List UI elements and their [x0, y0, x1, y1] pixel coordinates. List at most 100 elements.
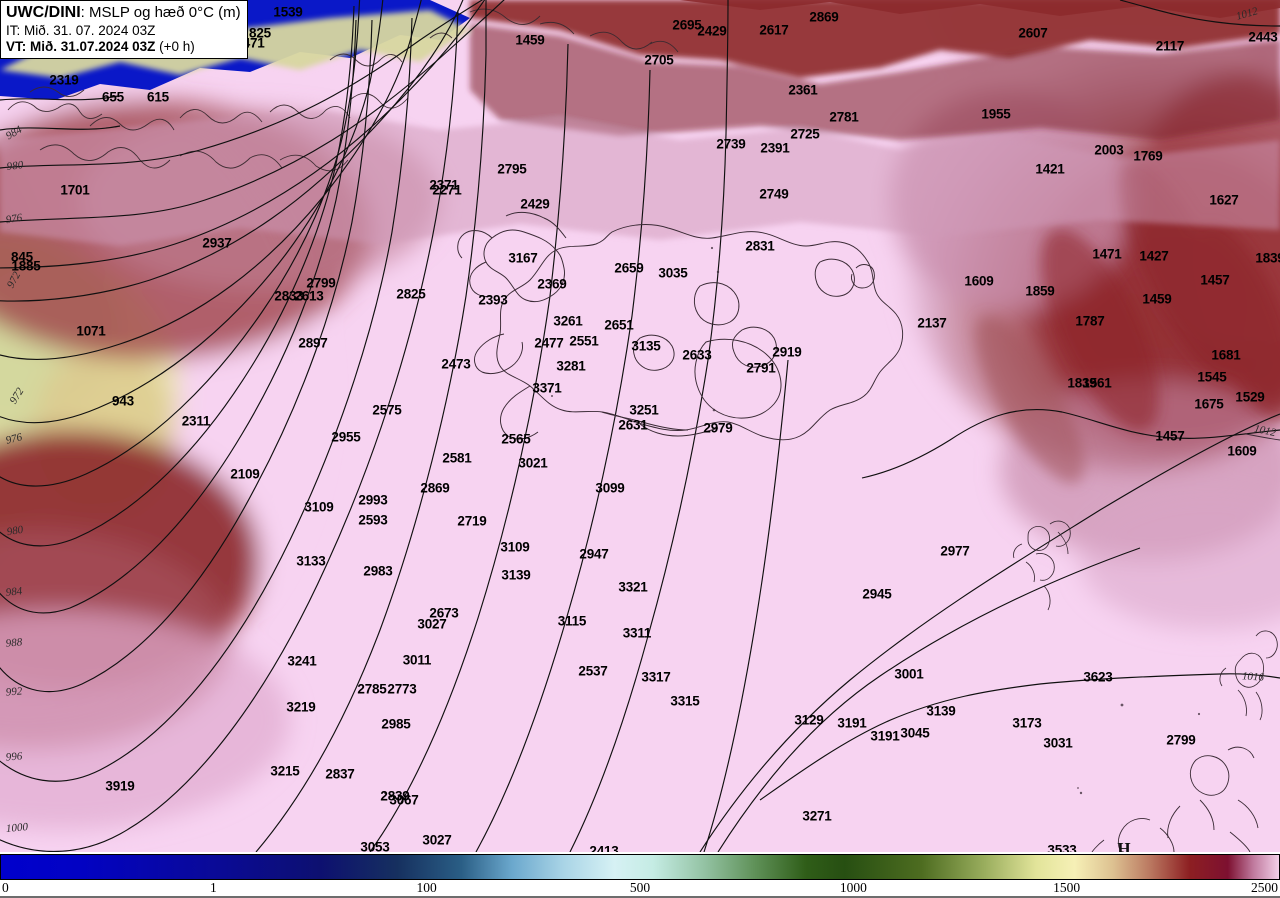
height-value-label: 3067: [389, 792, 419, 808]
height-value-label: 2575: [372, 402, 402, 418]
height-value-label: 1421: [1035, 161, 1065, 177]
product-info-box: UWC/DINI: MSLP og hæð 0°C (m) IT: Mið. 3…: [0, 0, 248, 60]
height-value-label: 3027: [417, 616, 447, 632]
height-value-label: 1681: [1211, 347, 1241, 363]
height-value-label: 2983: [363, 563, 393, 579]
height-value-label: 2311: [181, 413, 211, 429]
height-value-label: 1457: [1155, 428, 1185, 444]
init-time-line: IT: Mið. 31. 07. 2024 03Z: [6, 22, 156, 38]
isobar-pressure-label: 1016: [1241, 670, 1265, 684]
height-value-label: 2785: [357, 681, 387, 697]
colorbar-tick: 1500: [1053, 880, 1081, 895]
isobar-pressure-label: 988: [5, 636, 23, 650]
colorbar-tick: 500: [629, 880, 651, 895]
colorbar-baseline: [0, 896, 1280, 898]
height-value-label: 2833: [274, 288, 304, 304]
isobar-pressure-label: 980: [5, 523, 25, 539]
height-value-label: 3027: [422, 832, 452, 848]
height-value-label: 1545: [1197, 369, 1227, 385]
height-value-label: 3191: [870, 728, 900, 744]
height-value-label: 2791: [746, 360, 776, 376]
valid-time-offset: (+0 h): [155, 38, 195, 54]
height-value-label: 1859: [1025, 283, 1055, 299]
height-value-label: 1427: [1139, 248, 1169, 264]
height-value-label: 3109: [500, 539, 530, 555]
height-value-label: 3311: [622, 625, 652, 641]
height-value-label: 2361: [788, 82, 818, 98]
height-value-label: 2565: [501, 431, 531, 447]
height-value-label: 3031: [1043, 735, 1073, 751]
height-value-label: 2739: [716, 136, 746, 152]
height-value-label: 2781: [829, 109, 859, 125]
height-value-label: 2673: [429, 605, 459, 621]
map-canvas[interactable]: 1008101298097697297297698098498899299610…: [0, 0, 1280, 852]
height-value-label: 3623: [1083, 669, 1113, 685]
colorbar-tick-labels: 0 1 100 500 1000 1500 2500: [0, 880, 1280, 898]
height-value-label: 1609: [1227, 443, 1257, 459]
height-value-label: 825: [249, 25, 271, 41]
isobar-pressure-label: 992: [5, 685, 23, 699]
height-value-label: 3045: [900, 725, 930, 741]
height-value-label: 2897: [298, 335, 328, 351]
height-value-label: 3241: [287, 653, 317, 669]
height-value-label: 3099: [595, 480, 625, 496]
height-value-label: 2271: [432, 182, 462, 198]
height-value-label: 2393: [478, 292, 508, 308]
height-value-label: 2825: [396, 286, 426, 302]
height-value-label: 2473: [441, 356, 471, 372]
height-value-label: 1539: [273, 4, 303, 20]
isobar-pressure-label: 1000: [5, 821, 29, 835]
height-value-label: 2659: [614, 260, 644, 276]
height-value-label: 3281: [556, 358, 586, 374]
colorbar-panel: 0 1 100 500 1000 1500 2500: [0, 852, 1280, 898]
height-value-label: 1955: [981, 106, 1011, 122]
height-value-label: 2945: [862, 586, 892, 602]
height-value-label: 2581: [442, 450, 472, 466]
height-value-label: 2831: [745, 238, 775, 254]
height-value-label: 2979: [703, 420, 733, 436]
colorbar-tick: 100: [416, 880, 437, 895]
height-value-label: 2919: [772, 344, 802, 360]
height-value-label: 3315: [670, 693, 700, 709]
height-value-label: 3129: [794, 712, 824, 728]
coastlines: [457, 211, 1280, 852]
product-description: : MSLP og hæð 0°C (m): [80, 4, 241, 21]
height-value-label: 3261: [553, 313, 583, 329]
colorbar-tick: 2500: [1251, 880, 1278, 895]
height-value-label: 3219: [286, 699, 316, 715]
height-value-label: 3035: [658, 265, 688, 281]
height-value-label: 2593: [358, 512, 388, 528]
height-value-label: 2391: [760, 140, 790, 156]
height-value-label: 1885: [11, 258, 41, 274]
height-value-label: 1839: [1067, 375, 1097, 391]
colorbar-gradient: [0, 854, 1280, 880]
height-value-label: 3021: [518, 455, 548, 471]
valid-time-line: VT: Mið. 31.07.2024 03Z (+0 h): [6, 39, 241, 55]
height-value-label: 2429: [697, 23, 727, 39]
height-value-label: 2651: [604, 317, 634, 333]
height-value-label: 2443: [1248, 29, 1278, 45]
product-title-line: UWC/DINI: MSLP og hæð 0°C (m): [6, 3, 241, 23]
high-pressure-marker: H: [1117, 839, 1131, 852]
height-value-label: 1561: [1082, 375, 1112, 391]
height-value-label: 2613: [294, 288, 324, 304]
height-value-label: 2993: [358, 492, 388, 508]
height-value-label: 2795: [497, 161, 527, 177]
colorbar-tick: 1000: [839, 880, 867, 895]
height-value-label: 3191: [837, 715, 867, 731]
height-value-label: 1609: [964, 273, 994, 289]
height-value-label: 615: [147, 89, 169, 105]
height-value-label: 845: [11, 249, 33, 265]
height-value-label: 1701: [60, 182, 90, 198]
height-value-label: 3533: [1047, 842, 1077, 853]
height-value-label: 2369: [537, 276, 567, 292]
height-value-label: 3011: [402, 652, 432, 668]
height-value-label: 2537: [578, 663, 608, 679]
height-value-label: 1787: [1075, 313, 1105, 329]
height-value-label: 1457: [1200, 272, 1230, 288]
isobar-pressure-label: 980: [6, 159, 24, 173]
isobar-pressure-label: 976: [4, 211, 24, 227]
isobar-pressure-label: 984: [5, 585, 23, 599]
height-value-label: 3173: [1012, 715, 1042, 731]
